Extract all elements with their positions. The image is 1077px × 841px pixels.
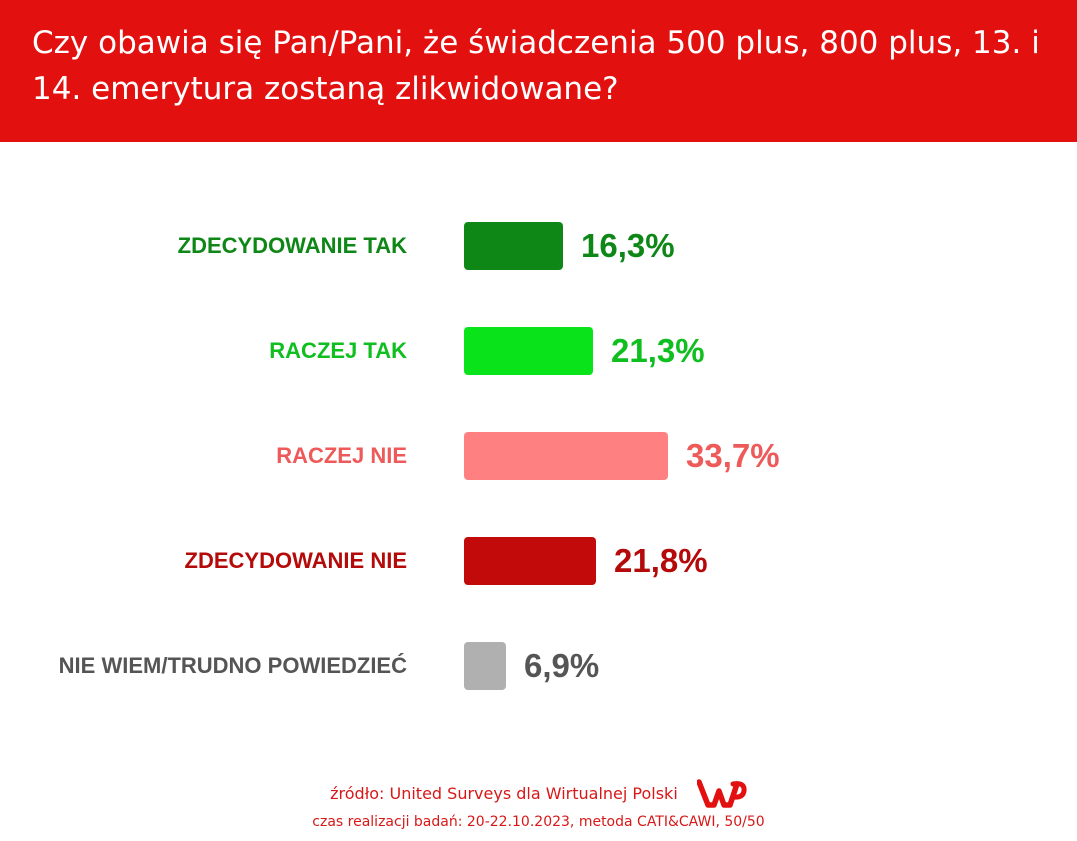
data-label: 6,9%	[524, 647, 600, 684]
data-label: 21,3%	[611, 332, 705, 369]
bar	[464, 327, 593, 375]
bar-chart: ZDECYDOWANIE TAK 16,3% RACZEJ TAK 21,3% RACZ…	[0, 142, 1077, 742]
data-label: 33,7%	[686, 437, 780, 474]
category-label: NIE WIEM/TRUDNO POWIEDZIEĆ	[58, 653, 407, 678]
wp-logo-icon	[696, 779, 747, 808]
bar	[464, 642, 506, 690]
category-label: RACZEJ TAK	[269, 338, 407, 363]
category-label: ZDECYDOWANIE NIE	[184, 548, 407, 573]
source-line: źródło: United Surveys dla Wirtualnej Po…	[0, 778, 1077, 808]
category-label: ZDECYDOWANIE TAK	[177, 233, 407, 258]
header-banner: Czy obawia się Pan/Pani, że świadczenia …	[0, 0, 1077, 142]
bar	[464, 432, 668, 480]
category-label: RACZEJ NIE	[276, 443, 407, 468]
source-text: źródło: United Surveys dla Wirtualnej Po…	[330, 783, 678, 803]
chart-title: Czy obawia się Pan/Pani, że świadczenia …	[32, 25, 1040, 107]
bar	[464, 222, 563, 270]
data-label: 21,8%	[614, 542, 708, 579]
data-label: 16,3%	[581, 227, 675, 264]
footer: źródło: United Surveys dla Wirtualnej Po…	[0, 770, 1077, 841]
bar	[464, 537, 596, 585]
method-line: czas realizacji badań: 20-22.10.2023, me…	[312, 814, 765, 830]
